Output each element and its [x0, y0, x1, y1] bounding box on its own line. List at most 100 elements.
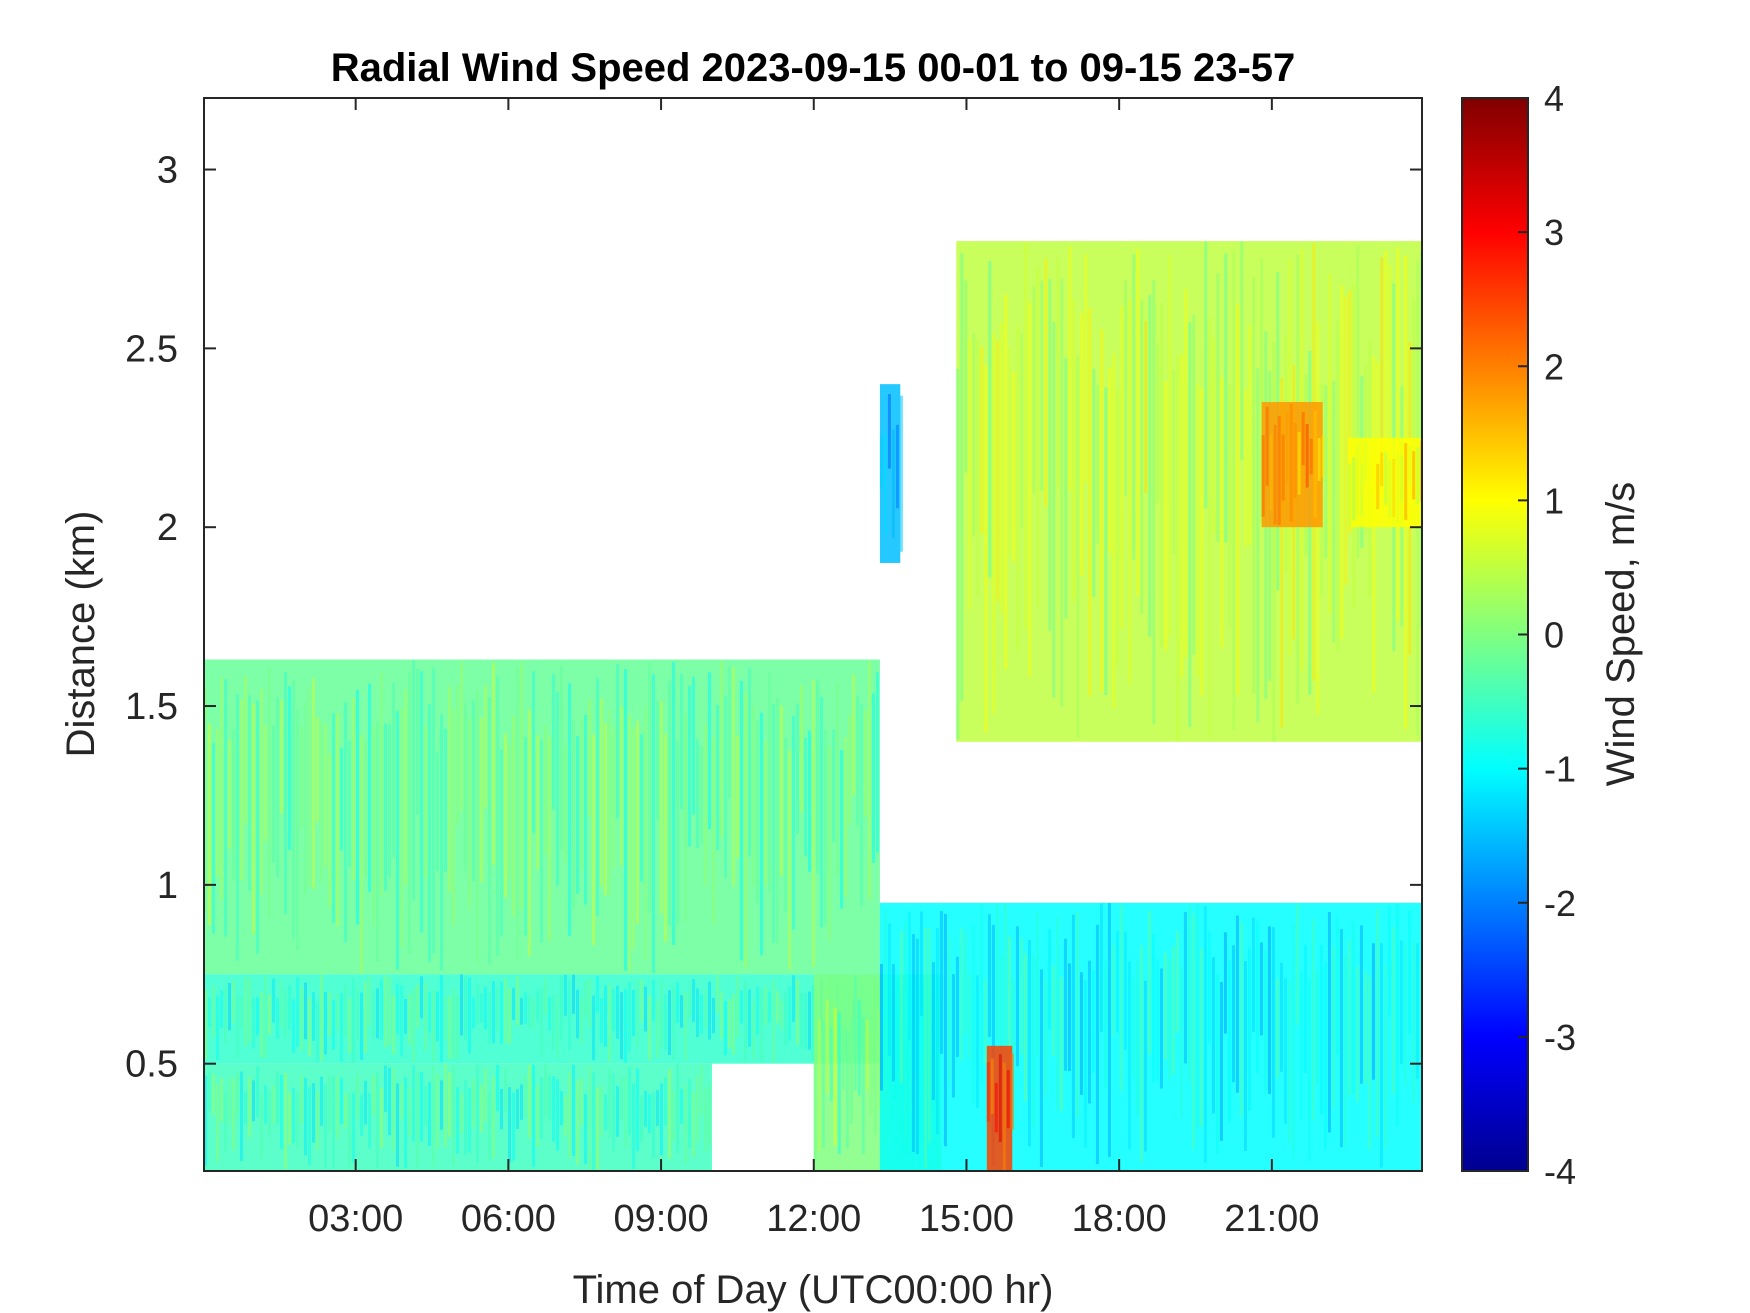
heatmap-cell	[1295, 904, 1299, 1026]
heatmap-cell	[288, 985, 291, 1030]
x-tick-label: 03:00	[308, 1198, 403, 1240]
heatmap-cell	[464, 975, 467, 1040]
heatmap-cell	[520, 1084, 523, 1120]
heatmap-cell	[1048, 278, 1052, 632]
heatmap-cell	[1305, 424, 1309, 488]
heatmap-cell	[1147, 910, 1151, 1055]
colorbar-tick-label: 0	[1544, 615, 1564, 656]
heatmap-cell	[879, 434, 883, 489]
heatmap-cell	[380, 979, 383, 1041]
heatmap-cell	[792, 975, 795, 1022]
heatmap-cell	[464, 1080, 467, 1156]
heatmap-cell	[876, 672, 879, 853]
heatmap-cell	[853, 975, 857, 1091]
heatmap-cell	[324, 724, 327, 867]
heatmap-cell	[1256, 368, 1260, 723]
heatmap-cell	[1383, 964, 1387, 1149]
heatmap-cell	[332, 1076, 335, 1169]
heatmap-cell	[704, 990, 707, 1028]
heatmap-cell	[1015, 926, 1019, 1067]
heatmap-cell	[208, 723, 211, 926]
heatmap-cell	[1136, 249, 1140, 596]
heatmap-region	[204, 1063, 712, 1171]
heatmap-cell	[288, 686, 291, 851]
heatmap-cell	[688, 984, 691, 1018]
heatmap-cell	[752, 705, 755, 886]
heatmap-cell	[312, 1083, 315, 1143]
y-axis-label: Distance (km)	[59, 511, 103, 758]
heatmap-cell	[528, 1064, 531, 1138]
heatmap-cell	[448, 686, 451, 893]
heatmap-cell	[316, 1091, 319, 1150]
heatmap-cell	[292, 999, 295, 1054]
heatmap-cell	[992, 333, 996, 714]
heatmap-cell	[216, 995, 219, 1061]
heatmap-cell	[564, 745, 567, 863]
heatmap-cell	[1392, 459, 1396, 518]
heatmap-cell	[448, 996, 451, 1059]
heatmap-cell	[1002, 1062, 1006, 1171]
heatmap-cell	[288, 1092, 291, 1145]
heatmap-cell	[1132, 253, 1136, 560]
colorbar-ticks: -4 -3 -2 -1 0 1 2 3 4	[1518, 78, 1576, 1192]
heatmap-cell	[300, 987, 303, 1051]
heatmap-cell	[1144, 320, 1148, 493]
heatmap-cell	[220, 990, 223, 1028]
heatmap-cell	[240, 996, 243, 1030]
heatmap-cell	[1064, 358, 1068, 619]
heatmap-cell	[520, 997, 523, 1025]
heatmap-cell	[1087, 960, 1091, 1104]
heatmap-cell	[1199, 948, 1203, 1127]
heatmap-cell	[660, 700, 663, 914]
heatmap-cell	[1271, 927, 1275, 1138]
heatmap-cell	[939, 910, 943, 1054]
heatmap-cell	[292, 680, 295, 940]
heatmap-cell	[580, 997, 583, 1044]
heatmap-cell	[392, 994, 395, 1055]
heatmap-cell	[1131, 977, 1135, 1078]
heatmap-cell	[1028, 302, 1032, 678]
heatmap-cell	[748, 668, 751, 857]
heatmap-cell	[780, 999, 783, 1029]
heatmap-cell	[232, 1078, 235, 1151]
heatmap-cell	[1224, 253, 1228, 543]
heatmap-cell	[1008, 347, 1012, 558]
heatmap-cell	[656, 701, 659, 820]
heatmap-cell	[328, 753, 331, 908]
heatmap-cell	[584, 980, 587, 1018]
heatmap-cell	[208, 997, 211, 1028]
heatmap-cell	[1060, 278, 1064, 707]
colorbar-tick-label: 4	[1544, 78, 1564, 119]
heatmap-cell	[1293, 423, 1297, 498]
heatmap-cell	[652, 979, 655, 1021]
heatmap-cell	[444, 728, 447, 872]
heatmap-cell	[644, 706, 647, 960]
heatmap-cell	[660, 1083, 663, 1155]
heatmap-cell	[396, 1083, 399, 1167]
heatmap-cell	[216, 1084, 219, 1162]
heatmap-cell	[915, 938, 919, 1155]
heatmap-cell	[432, 668, 435, 954]
heatmap-cell	[532, 998, 535, 1029]
heatmap-cell	[796, 703, 799, 834]
heatmap-cell	[696, 739, 699, 849]
heatmap-cell	[986, 1062, 990, 1122]
heatmap-cell	[488, 697, 491, 964]
heatmap-cell	[772, 704, 775, 943]
heatmap-cell	[708, 1085, 711, 1146]
heatmap-cell	[996, 340, 1000, 602]
heatmap-cell	[476, 984, 479, 1025]
heatmap-cell	[825, 999, 829, 1094]
heatmap-cell	[1328, 274, 1332, 614]
heatmap-cell	[232, 980, 235, 1023]
heatmap-cell	[396, 983, 399, 1035]
heatmap-cell	[204, 688, 207, 912]
heatmap-cell	[388, 1067, 391, 1136]
heatmap-cell	[440, 714, 443, 971]
heatmap-cell	[344, 702, 347, 943]
heatmap-cell	[1092, 368, 1096, 597]
heatmap-cell	[388, 977, 391, 1046]
heatmap-cell	[800, 992, 803, 1048]
heatmap-cell	[584, 714, 587, 905]
heatmap-cell	[264, 974, 267, 1058]
